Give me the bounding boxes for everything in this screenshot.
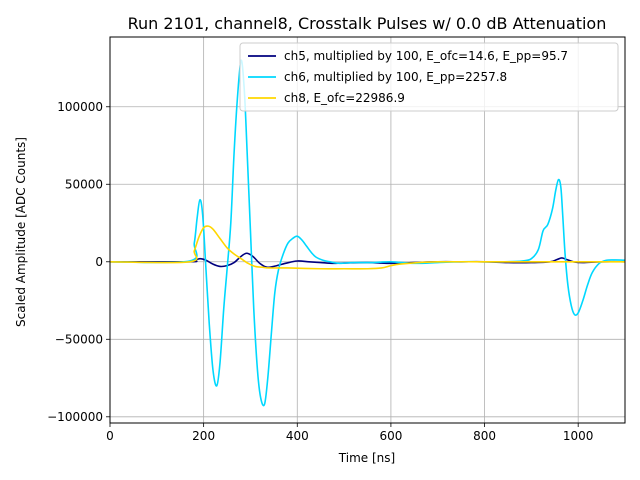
- x-tick-label: 800: [473, 429, 496, 443]
- x-tick-label: 400: [286, 429, 309, 443]
- chart-title: Run 2101, channel8, Crosstalk Pulses w/ …: [128, 14, 607, 33]
- x-axis-label: Time [ns]: [338, 451, 395, 465]
- y-tick-label: −100000: [47, 410, 103, 424]
- legend-label: ch8, E_ofc=22986.9: [284, 91, 405, 105]
- legend-label: ch6, multiplied by 100, E_pp=2257.8: [284, 70, 507, 84]
- y-tick-label: 50000: [65, 177, 103, 191]
- y-tick-label: 100000: [57, 100, 103, 114]
- series-line-1: [110, 252, 625, 269]
- x-tick-label: 1000: [563, 429, 594, 443]
- x-tick-label: 600: [379, 429, 402, 443]
- legend-box: [239, 42, 619, 112]
- y-tick-label: −50000: [55, 332, 103, 346]
- series-line-3: [110, 225, 625, 270]
- x-axis-ticks: 0 200 400 600 800 1000: [106, 423, 593, 443]
- plot-frame: [109, 36, 626, 424]
- legend: ch5, multiplied by 100, E_ofc=14.6, E_pp…: [239, 42, 619, 112]
- plot-lines: [110, 59, 625, 407]
- y-tick-label: 0: [95, 255, 103, 269]
- legend-label: ch5, multiplied by 100, E_ofc=14.6, E_pp…: [284, 49, 568, 63]
- y-axis-ticks: −100000 −50000 0 50000 100000: [47, 100, 110, 424]
- x-tick-label: 200: [192, 429, 215, 443]
- y-axis-label: Scaled Amplitude [ADC Counts]: [14, 137, 28, 327]
- series-line-2: [110, 59, 625, 407]
- x-tick-label: 0: [106, 429, 114, 443]
